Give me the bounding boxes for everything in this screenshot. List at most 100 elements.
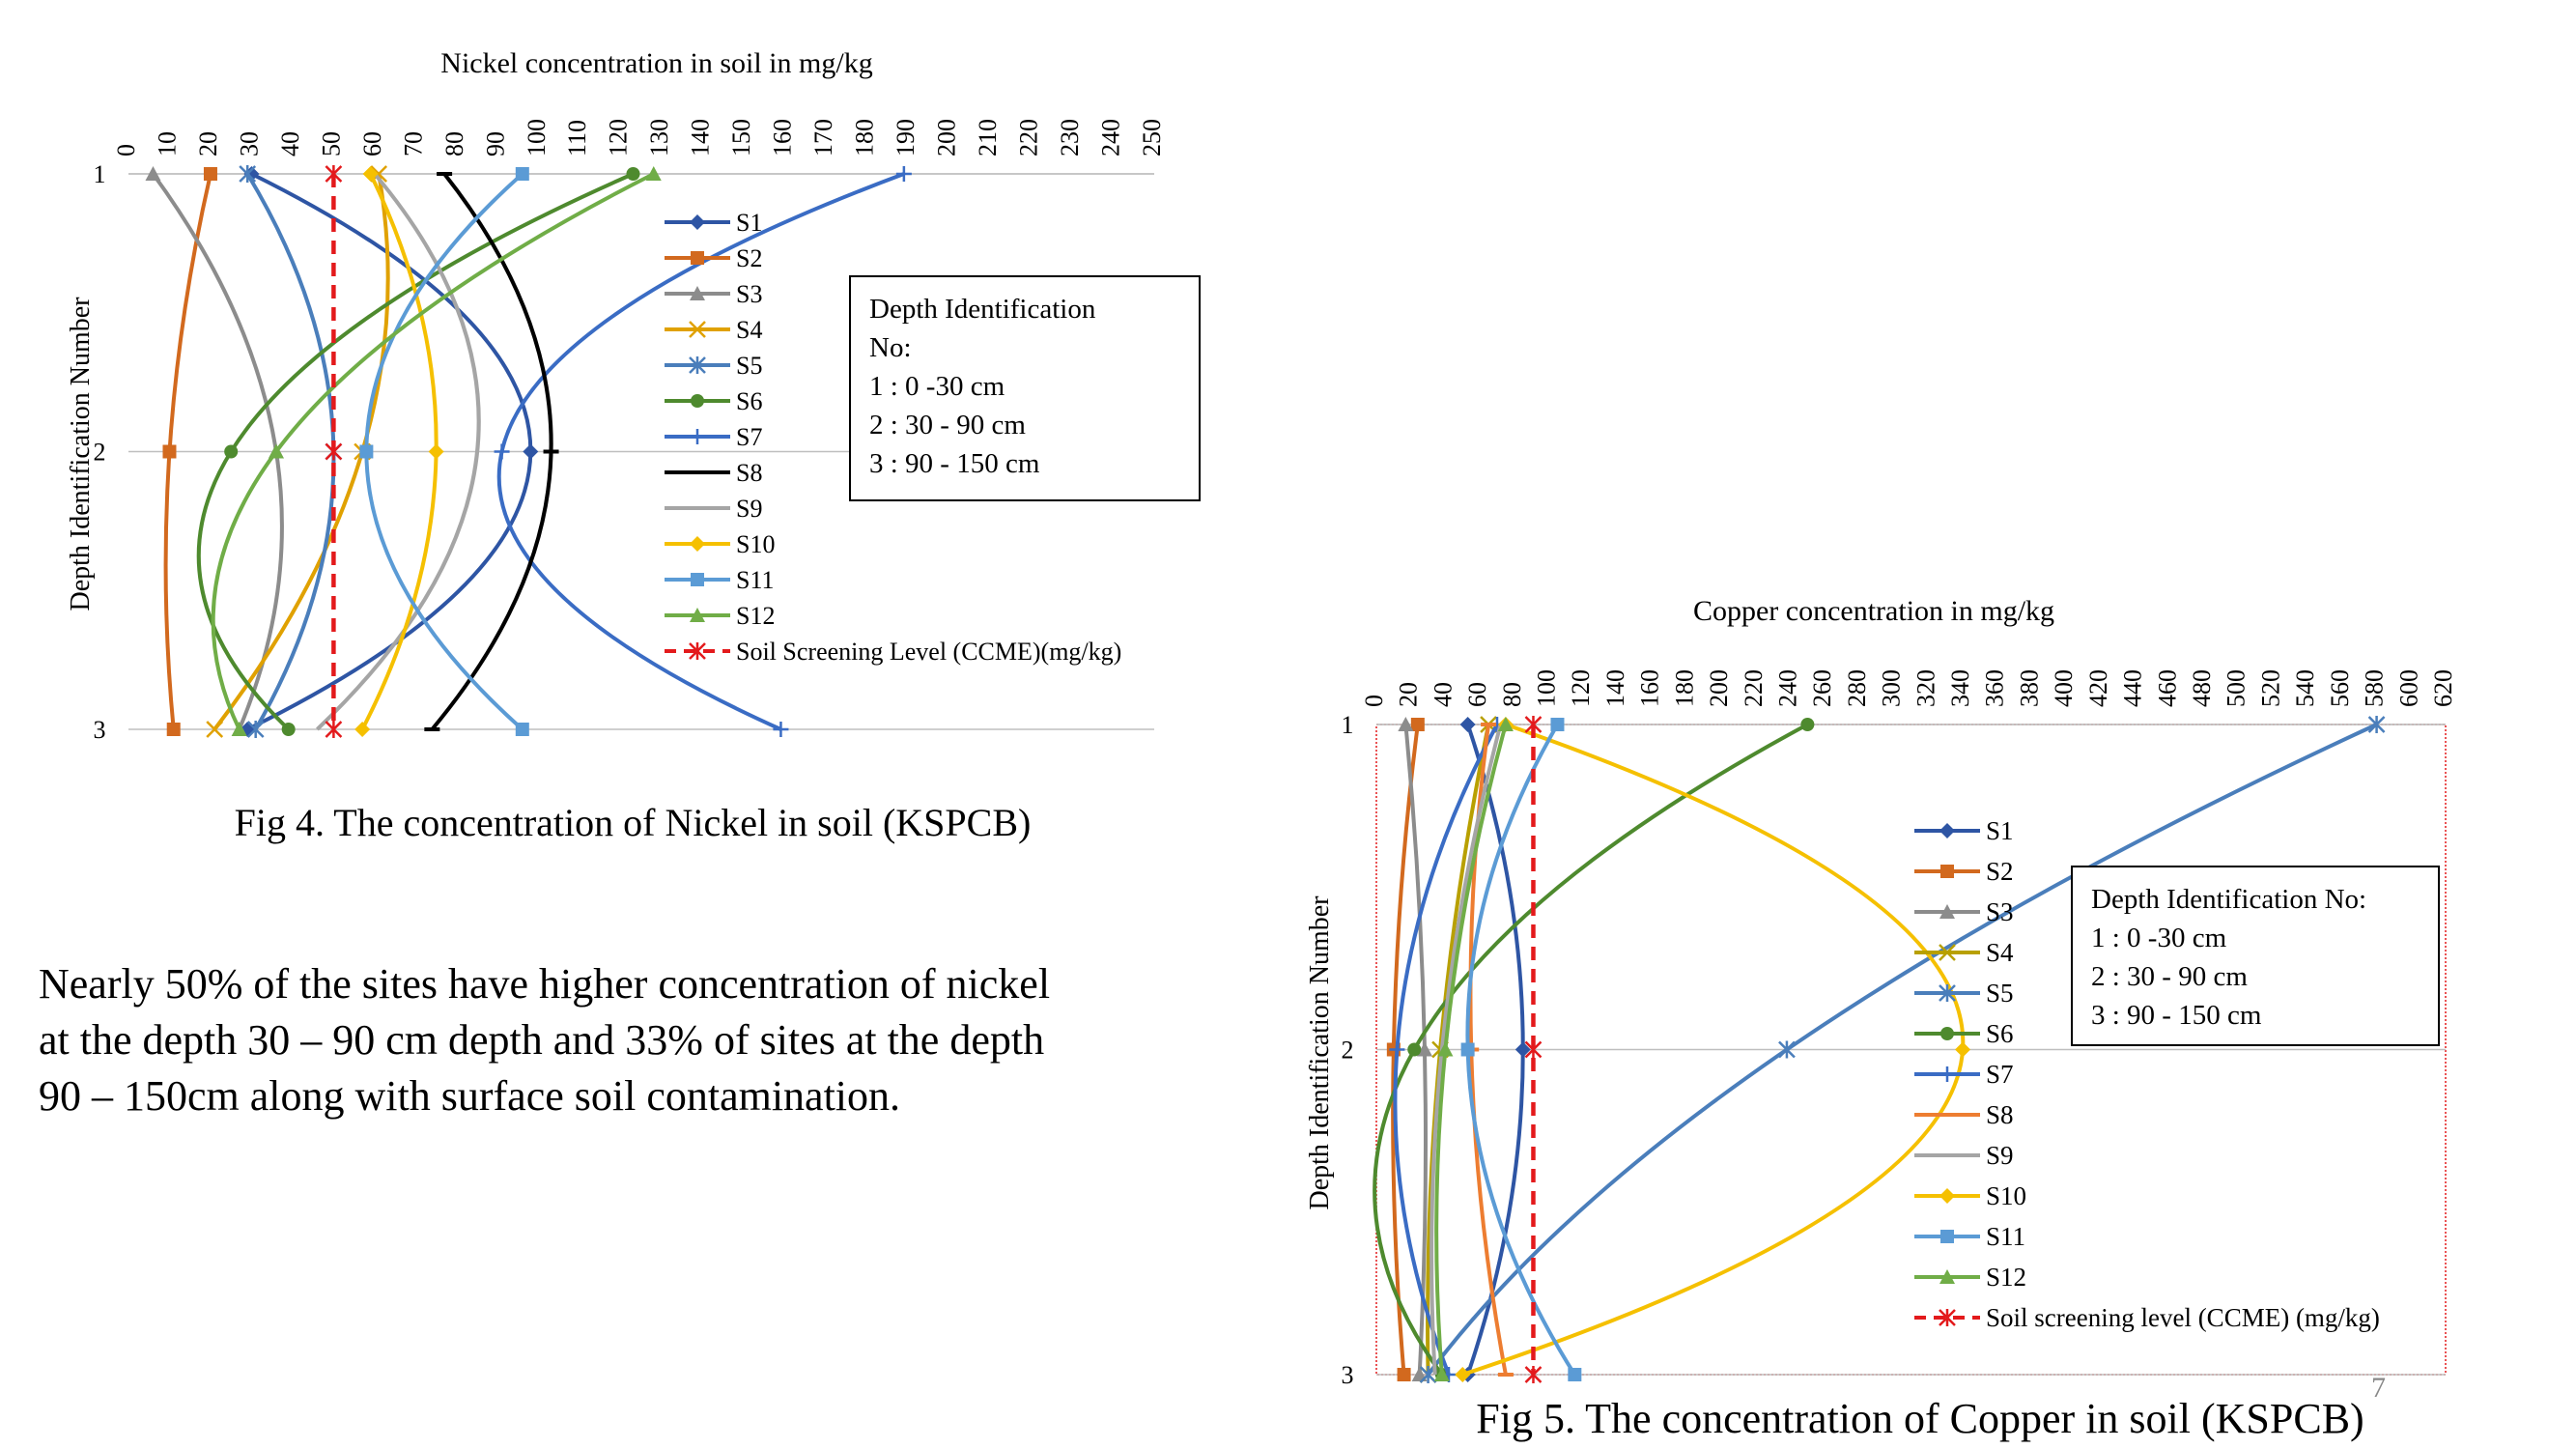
info-box-line: 3 : 90 - 150 cm — [2091, 1000, 2262, 1031]
legend-label: S4 — [736, 316, 762, 344]
data-point — [1407, 1042, 1422, 1057]
x-tick-label: 90 — [481, 131, 509, 156]
legend-marker — [690, 536, 705, 552]
x-tick-label: 10 — [153, 131, 181, 156]
x-tick-label: 40 — [276, 131, 304, 156]
legend-label: S1 — [1986, 816, 2014, 845]
legend-marker — [1939, 904, 1955, 919]
legend-marker — [1939, 984, 1956, 1002]
x-tick-label: 300 — [1878, 669, 1906, 707]
info-box-frame — [849, 275, 1201, 501]
series-1 — [1459, 717, 1531, 1382]
paragraph-line: 90 – 150cm along with surface soil conta… — [39, 1072, 901, 1120]
legend-label: S9 — [1986, 1141, 2014, 1170]
x-tick-label: 80 — [1498, 682, 1526, 707]
y-tick-label: 3 — [94, 716, 106, 744]
legend-label: S8 — [1986, 1100, 2014, 1129]
x-tick-label: 220 — [1015, 119, 1043, 156]
depth-info-box: Depth Identification No: 1 : 0 -30 cm 2 : 3… — [849, 275, 1201, 501]
legend-label: S5 — [1986, 979, 2014, 1008]
x-tick-label: 560 — [2326, 669, 2354, 707]
x-tick-label: 100 — [523, 119, 551, 156]
legend-label: S11 — [736, 566, 775, 594]
legend-marker — [691, 573, 704, 586]
x-tick-label: 20 — [1395, 682, 1423, 707]
data-point — [1778, 1040, 1796, 1059]
x-tick-label: 520 — [2256, 669, 2284, 707]
data-point — [895, 166, 912, 182]
info-box-line: 3 : 90 - 150 cm — [869, 448, 1040, 479]
series-10 — [354, 166, 444, 737]
x-tick-label: 320 — [1911, 669, 1939, 707]
data-point — [1433, 1367, 1450, 1381]
x-tick-label: 600 — [2394, 669, 2422, 707]
x-tick-label: 580 — [2361, 669, 2389, 707]
data-point — [281, 723, 296, 736]
data-point — [2367, 716, 2386, 733]
x-tick-label: 210 — [974, 119, 1002, 156]
data-point — [231, 722, 247, 736]
legend-label: S3 — [736, 280, 762, 308]
fig5-caption: Fig 5. The concentration of Copper in so… — [1476, 1395, 2364, 1442]
legend: S1 S2 S3 S4 S5 S6 S7 S8 S9 S10 S11 S12 Soil Screenin… — [665, 209, 1121, 666]
legend-label: S9 — [736, 495, 762, 523]
data-point — [515, 723, 529, 736]
legend-label: Soil Screening Level (CCME)(mg/kg) — [736, 638, 1121, 666]
y-axis-label: Depth Identification Number — [1305, 895, 1335, 1210]
series-2 — [162, 167, 217, 736]
data-point — [1497, 717, 1514, 731]
slide-number: 7 — [2371, 1372, 2386, 1404]
x-tick-label: 190 — [892, 119, 920, 156]
data-point — [162, 444, 177, 459]
paragraph-line: Nearly 50% of the sites have higher conc… — [39, 960, 1051, 1008]
legend-marker — [691, 251, 704, 265]
data-point — [325, 442, 343, 461]
y-tick-label: 2 — [94, 439, 106, 467]
info-box-line: No: — [869, 332, 912, 363]
data-point — [1455, 1367, 1471, 1382]
x-tick-label: 340 — [1946, 669, 1974, 707]
x-tick-label: 180 — [851, 119, 879, 156]
x-tick-label: 200 — [1705, 669, 1733, 707]
x-tick-label: 0 — [1360, 695, 1388, 707]
y-tick-label: 2 — [1342, 1037, 1354, 1065]
data-point — [1410, 718, 1425, 731]
summary-paragraph: Nearly 50% of the sites have higher conc… — [39, 956, 1246, 1124]
data-point — [428, 443, 444, 460]
series-8 — [424, 172, 559, 731]
legend-label: S12 — [736, 602, 775, 630]
data-point — [166, 723, 181, 736]
data-point — [354, 722, 371, 737]
data-point — [145, 166, 161, 181]
legend-marker — [1940, 865, 1954, 878]
x-tick-label: 260 — [1808, 669, 1836, 707]
data-point — [362, 166, 379, 182]
data-point — [1955, 1041, 1971, 1058]
legend: S1 S2 S3 S4 S5 S6 S7 S8 S9 S10 S11 S12 Soil screenin… — [1914, 816, 2380, 1332]
x-tick-label: 420 — [2084, 669, 2112, 707]
y-tick-label: 1 — [1342, 711, 1354, 739]
data-point — [437, 172, 453, 176]
legend-label: S10 — [736, 530, 775, 558]
info-box-line: 1 : 0 -30 cm — [2091, 923, 2227, 953]
legend-label: S7 — [736, 423, 762, 451]
data-point — [1497, 1373, 1514, 1377]
series-9 — [316, 172, 481, 731]
x-tick-label: 460 — [2153, 669, 2181, 707]
x-tick-label: 60 — [358, 131, 386, 156]
depth-info-box: Depth Identification No: 1 : 0 -30 cm 2 : … — [2071, 866, 2440, 1046]
series-13 — [1524, 716, 1543, 1383]
legend-marker — [1939, 1113, 1955, 1117]
chart-title: Nickel concentration in soil in mg/kg — [440, 47, 872, 79]
data-point — [1397, 1368, 1411, 1381]
data-point — [1514, 1041, 1531, 1058]
info-box-frame — [2071, 866, 2440, 1046]
x-tick-label: 220 — [1740, 669, 1768, 707]
legend-label: S3 — [1986, 897, 2014, 926]
x-tick-label: 40 — [1429, 682, 1457, 707]
data-point — [1524, 716, 1543, 733]
series-11 — [359, 167, 529, 736]
data-point — [645, 166, 662, 181]
x-tick-label: 280 — [1843, 669, 1871, 707]
